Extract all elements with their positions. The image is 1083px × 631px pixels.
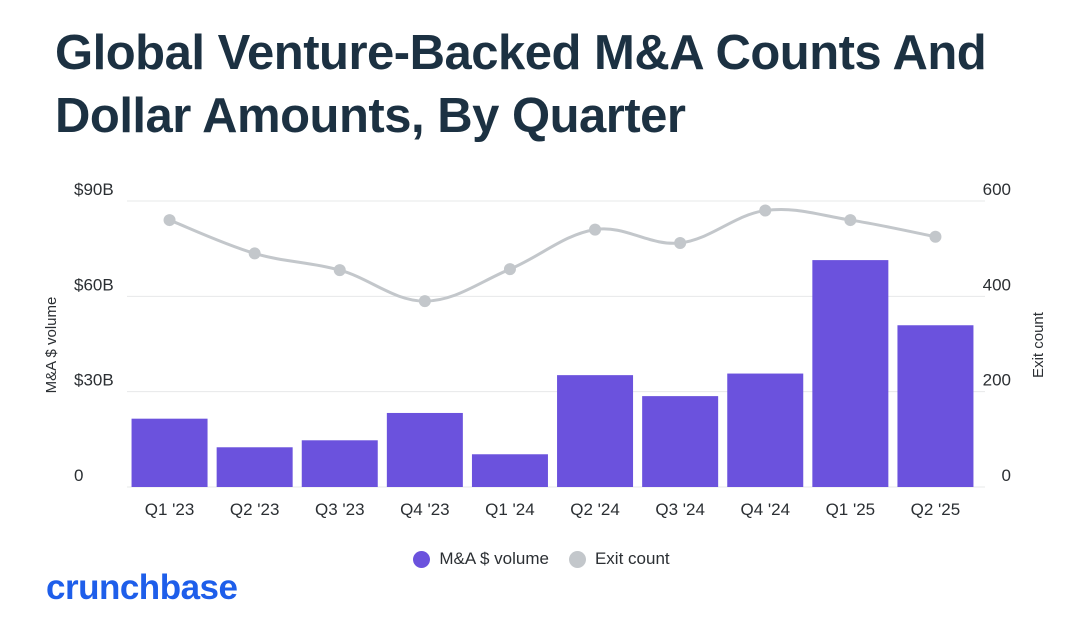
bar[interactable] [131, 418, 208, 487]
legend-label-volume: M&A $ volume [439, 549, 549, 568]
y-right-tick-label: 0 [1002, 466, 1011, 485]
axes: 0 $30B $60B $90B 0 200 400 600 M&A $ volume Exit … [43, 180, 1047, 519]
chart-title: Global Venture-Backed M&A Counts And Dol… [55, 26, 987, 143]
legend-swatch-exit-count [568, 550, 586, 568]
x-tick-label: Q3 '24 [655, 500, 705, 519]
y-left-tick-label: 0 [74, 466, 83, 485]
y-left-tick-label: $30B [74, 371, 114, 390]
bar[interactable] [812, 260, 889, 487]
exit-count-point[interactable] [759, 204, 772, 217]
y-right-axis-title: Exit count [1030, 311, 1047, 378]
exit-count-point[interactable] [674, 236, 687, 249]
exit-count-point[interactable] [418, 295, 431, 308]
x-tick-label: Q1 '23 [145, 500, 195, 519]
exit-count-point[interactable] [163, 214, 176, 227]
bar[interactable] [301, 440, 378, 487]
legend-item-exit-count[interactable]: Exit count [568, 549, 670, 569]
exit-count-point[interactable] [503, 263, 516, 276]
combo-chart: 0 $30B $60B $90B 0 200 400 600 M&A $ volume Exit … [43, 180, 1047, 519]
bar[interactable] [386, 412, 463, 487]
line-series [163, 204, 942, 308]
bar-series [131, 260, 974, 487]
x-tick-label: Q4 '23 [400, 500, 450, 519]
y-right-tick-label: 600 [983, 180, 1011, 199]
x-tick-label: Q2 '23 [230, 500, 280, 519]
y-left-axis-title: M&A $ volume [43, 297, 60, 394]
exit-count-point[interactable] [929, 230, 942, 243]
bar[interactable] [642, 396, 719, 487]
x-tick-label: Q3 '23 [315, 500, 365, 519]
legend: M&A $ volume Exit count [0, 549, 1083, 569]
x-tick-label: Q2 '25 [911, 500, 961, 519]
x-tick-label: Q1 '24 [485, 500, 535, 519]
y-right-tick-label: 400 [983, 275, 1011, 294]
x-tick-label: Q2 '24 [570, 500, 620, 519]
bar[interactable] [557, 375, 634, 487]
exit-count-point[interactable] [333, 264, 346, 277]
x-tick-label: Q1 '25 [826, 500, 876, 519]
y-right-tick-label: 200 [983, 371, 1011, 390]
bar[interactable] [727, 373, 804, 487]
exit-count-point[interactable] [248, 247, 261, 260]
x-tick-label: Q4 '24 [740, 500, 790, 519]
exit-count-point[interactable] [844, 214, 857, 227]
legend-item-volume[interactable]: M&A $ volume [413, 549, 549, 569]
bar[interactable] [897, 325, 974, 487]
legend-label-exit-count: Exit count [594, 549, 670, 568]
bar[interactable] [471, 454, 548, 487]
crunchbase-logo: crunchbase [46, 568, 238, 607]
exit-count-line [169, 207, 936, 303]
exit-count-point[interactable] [589, 223, 602, 236]
y-left-tick-label: $60B [74, 275, 114, 294]
bar[interactable] [216, 447, 293, 487]
legend-swatch-volume [413, 550, 431, 568]
y-left-tick-label: $90B [74, 180, 114, 199]
